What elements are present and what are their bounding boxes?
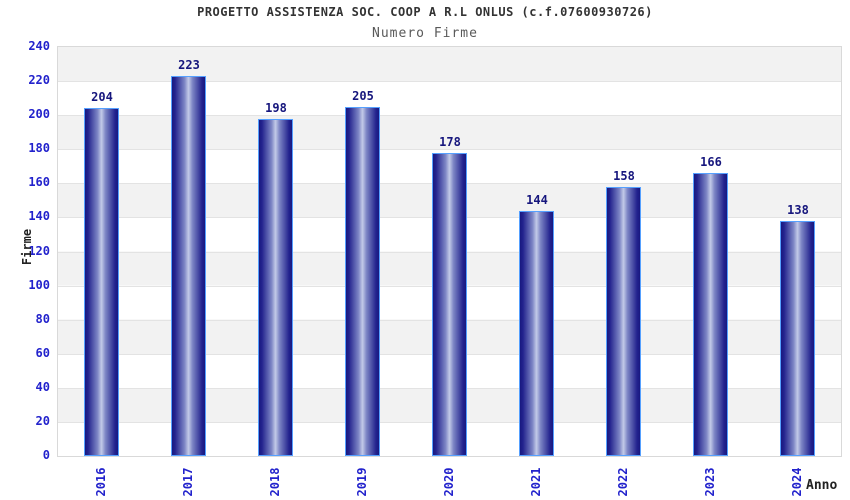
x-tick-label: 2018 [268,467,282,497]
y-tick-label: 220 [28,73,50,87]
x-tick-label: 2023 [703,467,717,497]
bar-value-label: 138 [787,203,809,217]
bar-2018 [258,119,293,456]
gridline [58,115,841,116]
bar-2016 [84,108,119,456]
y-tick-label: 240 [28,39,50,53]
x-tick-label: 2020 [442,467,456,497]
y-tick-label: 160 [28,175,50,189]
y-tick-label: 0 [42,448,50,462]
chart-subtitle: Numero Firme [372,26,478,41]
y-tick-label: 100 [28,278,50,292]
bar-2022 [606,187,641,456]
bar-value-label: 223 [178,58,200,72]
y-tick-label: 140 [28,209,50,223]
x-axis-title: Anno [806,478,838,493]
bar-value-label: 204 [91,90,113,104]
y-tick-label: 120 [28,244,50,258]
x-tick-label: 2016 [94,467,108,497]
gridline [58,149,841,150]
x-tick-label: 2024 [790,467,804,497]
x-tick-label: 2022 [616,467,630,497]
bar-value-label: 144 [526,193,548,207]
chart-title: PROGETTO ASSISTENZA SOC. COOP A R.L ONLU… [197,5,653,19]
bar-2021 [519,211,554,456]
bar-value-label: 205 [352,89,374,103]
bar-value-label: 166 [700,155,722,169]
bar-value-label: 158 [613,169,635,183]
bar-2024 [780,221,815,456]
y-tick-label: 60 [35,346,50,360]
x-tick-label: 2017 [181,467,195,497]
y-tick-label: 40 [35,380,50,394]
x-tick-label: 2019 [355,467,369,497]
bar-value-label: 178 [439,135,461,149]
plot-area: 204 223 198 205 178 144 158 166 138 [57,46,842,457]
x-tick-label: 2021 [529,467,543,497]
bar-2023 [693,173,728,456]
y-axis-title: Firme [20,228,34,266]
bar-2017 [171,76,206,456]
y-tick-label: 80 [35,312,50,326]
bar-value-label: 198 [265,101,287,115]
gridline [58,81,841,82]
bar-2020 [432,153,467,456]
y-tick-label: 200 [28,107,50,121]
y-tick-label: 20 [35,414,50,428]
y-tick-label: 180 [28,141,50,155]
bar-2019 [345,107,380,456]
